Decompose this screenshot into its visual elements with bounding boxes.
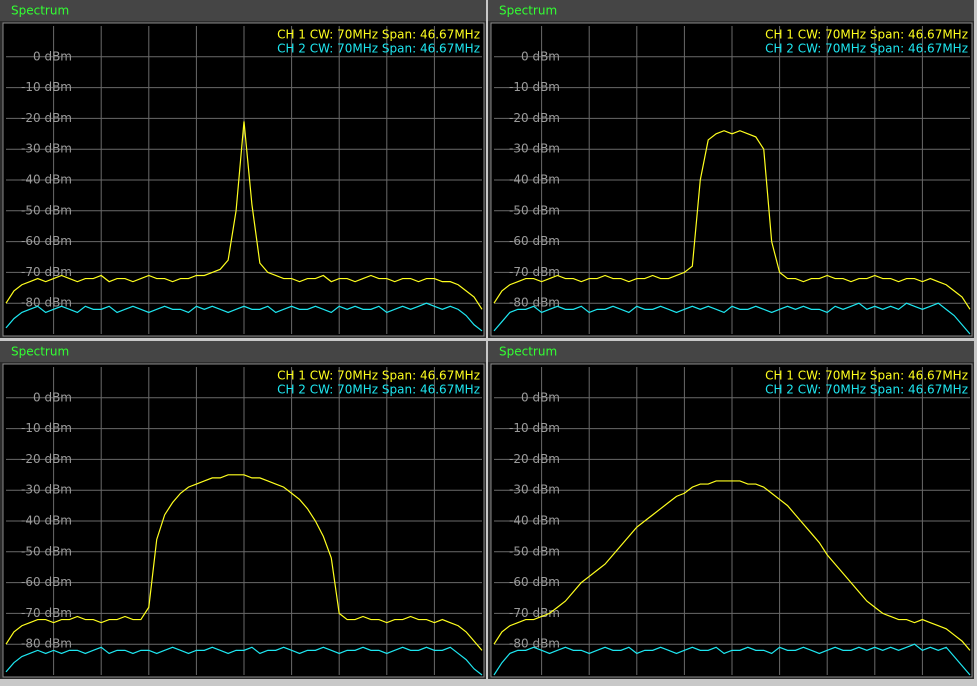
trace [5,302,483,332]
y-tick-label: -20 dBm [509,111,560,125]
y-tick-label: -10 dBm [21,80,72,94]
trace [5,474,483,651]
y-tick-label: 0 dBm [33,49,72,63]
legend-entry: CH 2 CW: 70MHz Span: 46.67MHz [277,42,480,56]
legend-entry: CH 1 CW: 70MHz Span: 46.67MHz [277,28,480,42]
title-bar [488,341,974,362]
legend-entry: CH 2 CW: 70MHz Span: 46.67MHz [765,383,968,397]
trace [493,643,971,676]
y-tick-label: -60 dBm [509,234,560,248]
title-bar [0,0,486,21]
y-tick-label: -20 dBm [509,452,560,466]
trace [493,302,971,335]
y-tick-label: -50 dBm [21,544,72,558]
y-tick-label: -70 dBm [509,606,560,620]
y-tick-label: 0 dBm [33,390,72,404]
y-tick-label: -80 dBm [509,296,560,310]
y-tick-label: -30 dBm [21,142,72,156]
y-tick-label: -70 dBm [21,606,72,620]
y-tick-label: -80 dBm [21,637,72,651]
spectrum-panel: Spectrum 0 dBm -10 dBm -20 dBm -30 dBm -40 dB… [0,341,486,679]
panel-title: Spectrum [11,4,69,18]
trace [493,480,971,651]
y-tick-label: -20 dBm [21,452,72,466]
y-tick-label: 0 dBm [521,390,560,404]
spectrum-panel: Spectrum 0 dBm -10 dBm -20 dBm -30 dBm -40 dB… [488,341,974,679]
y-tick-label: -70 dBm [509,265,560,279]
y-tick-label: -50 dBm [509,203,560,217]
y-tick-label: -80 dBm [509,637,560,651]
trace [5,646,483,676]
y-tick-label: 0 dBm [521,49,560,63]
legend-entry: CH 2 CW: 70MHz Span: 46.67MHz [277,383,480,397]
y-tick-label: -50 dBm [21,203,72,217]
y-tick-label: -60 dBm [509,575,560,589]
y-tick-label: -10 dBm [509,421,560,435]
y-tick-label: -40 dBm [21,514,72,528]
y-tick-label: -60 dBm [21,575,72,589]
y-tick-label: -30 dBm [509,483,560,497]
y-tick-label: -80 dBm [21,296,72,310]
title-bar [0,341,486,362]
title-bar [488,0,974,21]
legend-entry: CH 1 CW: 70MHz Span: 46.67MHz [277,369,480,383]
y-tick-label: -40 dBm [21,173,72,187]
y-tick-label: -10 dBm [21,421,72,435]
trace [5,121,483,310]
trace [493,130,971,310]
y-tick-label: -70 dBm [21,265,72,279]
y-tick-label: -40 dBm [509,514,560,528]
y-tick-label: -60 dBm [21,234,72,248]
panel-title: Spectrum [499,4,557,18]
y-tick-label: -30 dBm [509,142,560,156]
y-tick-label: -30 dBm [21,483,72,497]
spectrum-panel: Spectrum 0 dBm -10 dBm -20 dBm -30 dBm -40 dB… [0,0,486,338]
panel-title: Spectrum [11,345,69,359]
y-tick-label: -50 dBm [509,544,560,558]
y-tick-label: -10 dBm [509,80,560,94]
panel-title: Spectrum [499,345,557,359]
legend-entry: CH 1 CW: 70MHz Span: 46.67MHz [765,28,968,42]
legend-entry: CH 1 CW: 70MHz Span: 46.67MHz [765,369,968,383]
y-tick-label: -40 dBm [509,173,560,187]
legend-entry: CH 2 CW: 70MHz Span: 46.67MHz [765,42,968,56]
y-tick-label: -20 dBm [21,111,72,125]
spectrum-panel: Spectrum 0 dBm -10 dBm -20 dBm -30 dBm -40 dB… [488,0,974,338]
